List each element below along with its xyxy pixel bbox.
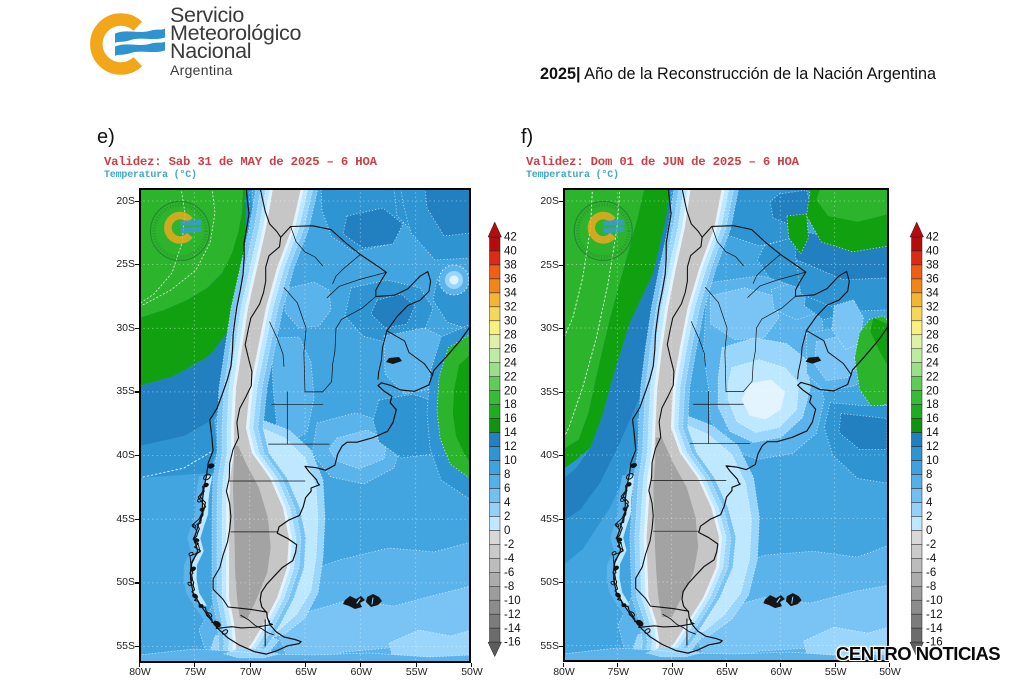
svg-text:16: 16: [926, 413, 939, 425]
svg-text:30: 30: [504, 315, 517, 327]
svg-text:18: 18: [504, 399, 517, 411]
svg-text:22: 22: [504, 371, 517, 383]
svg-text:32: 32: [926, 301, 939, 313]
svg-text:28: 28: [504, 329, 517, 341]
svg-text:4: 4: [926, 497, 933, 509]
svg-text:-14: -14: [504, 623, 521, 635]
svg-text:0: 0: [926, 525, 932, 537]
svg-text:0: 0: [504, 525, 510, 537]
svg-text:26: 26: [926, 343, 939, 355]
svg-text:-4: -4: [504, 553, 515, 565]
svg-text:10: 10: [504, 455, 517, 467]
svg-text:-16: -16: [504, 637, 521, 649]
svg-text:32: 32: [504, 301, 517, 313]
svg-text:30: 30: [926, 315, 939, 327]
svg-text:-2: -2: [926, 539, 936, 551]
svg-text:-12: -12: [926, 609, 943, 621]
svg-text:20: 20: [504, 385, 517, 397]
svg-text:10: 10: [926, 455, 939, 467]
svg-text:2: 2: [504, 511, 510, 523]
svg-text:-14: -14: [926, 623, 943, 635]
svg-text:8: 8: [926, 469, 932, 481]
svg-text:4: 4: [504, 497, 511, 509]
svg-text:42: 42: [504, 232, 517, 244]
svg-text:38: 38: [504, 260, 517, 272]
svg-text:-8: -8: [504, 581, 514, 593]
svg-text:-10: -10: [926, 595, 943, 607]
svg-text:22: 22: [926, 371, 939, 383]
svg-text:2: 2: [926, 511, 932, 523]
svg-text:-6: -6: [926, 567, 936, 579]
svg-text:34: 34: [926, 287, 939, 299]
svg-text:-2: -2: [504, 539, 514, 551]
svg-text:20: 20: [926, 385, 939, 397]
svg-text:6: 6: [504, 483, 510, 495]
svg-text:-12: -12: [504, 609, 521, 621]
svg-text:12: 12: [926, 441, 939, 453]
svg-text:34: 34: [504, 287, 517, 299]
svg-text:38: 38: [926, 260, 939, 272]
svg-text:42: 42: [926, 232, 939, 244]
svg-text:14: 14: [504, 427, 517, 439]
svg-text:12: 12: [504, 441, 517, 453]
svg-text:8: 8: [504, 469, 510, 481]
svg-text:-4: -4: [926, 553, 937, 565]
svg-text:-16: -16: [926, 637, 943, 649]
svg-text:28: 28: [926, 329, 939, 341]
svg-text:26: 26: [504, 343, 517, 355]
svg-text:16: 16: [504, 413, 517, 425]
svg-text:40: 40: [504, 246, 517, 258]
svg-text:14: 14: [926, 427, 939, 439]
svg-text:36: 36: [926, 274, 939, 286]
svg-text:-6: -6: [504, 567, 514, 579]
svg-text:40: 40: [926, 246, 939, 258]
svg-text:36: 36: [504, 274, 517, 286]
svg-text:-8: -8: [926, 581, 936, 593]
svg-text:24: 24: [926, 357, 939, 369]
svg-text:-10: -10: [504, 595, 521, 607]
svg-text:24: 24: [504, 357, 517, 369]
svg-text:18: 18: [926, 399, 939, 411]
svg-text:6: 6: [926, 483, 932, 495]
